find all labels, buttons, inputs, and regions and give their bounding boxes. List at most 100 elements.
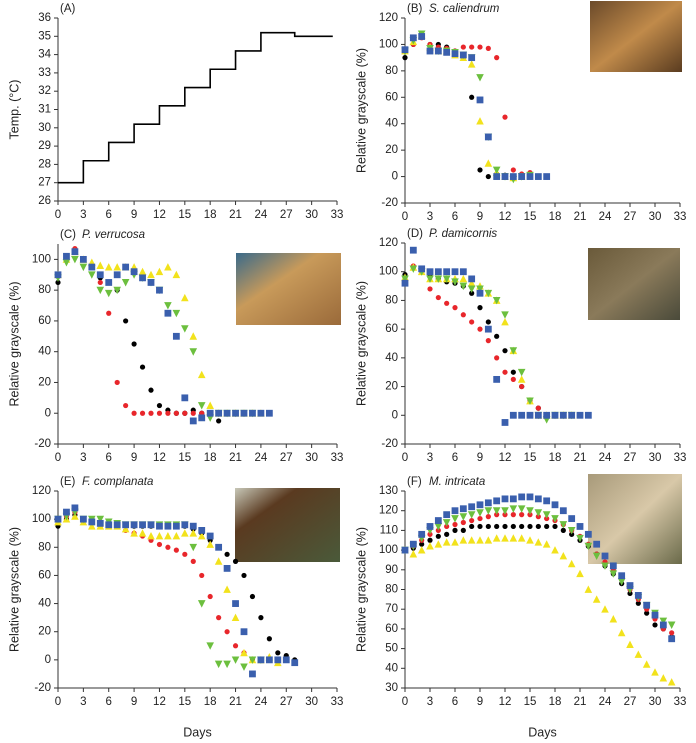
y-tick-label: 80 <box>385 65 398 77</box>
x-tick-label: 24 <box>599 211 612 223</box>
y-tick-label: 31 <box>38 104 51 116</box>
data-point <box>651 611 659 619</box>
data-point <box>122 263 130 271</box>
data-point <box>249 670 256 678</box>
data-point <box>434 523 443 531</box>
x-tick-label: 30 <box>305 452 318 464</box>
x-tick-label: 30 <box>649 211 662 223</box>
x-tick-label: 21 <box>574 696 587 708</box>
y-tick-label: 80 <box>38 541 51 553</box>
x-tick-label: 6 <box>452 211 458 223</box>
y-tick-label: -20 <box>381 197 398 209</box>
y-tick-label: 100 <box>379 544 398 556</box>
y-tick-label: 40 <box>385 352 398 364</box>
x-tick-label: 12 <box>153 452 166 464</box>
temperature-line <box>58 31 333 184</box>
data-point <box>617 578 626 586</box>
x-tick-label: 6 <box>452 452 458 464</box>
data-point <box>104 263 113 271</box>
x-tick-label: 12 <box>499 452 512 464</box>
y-tick-label: 0 <box>392 409 398 421</box>
data-point <box>492 534 501 542</box>
x-tick-label: 15 <box>524 696 537 708</box>
data-point <box>509 505 518 513</box>
data-point <box>206 409 214 417</box>
data-point <box>517 534 526 542</box>
data-point <box>534 509 543 517</box>
data-point <box>510 523 516 530</box>
data-point <box>451 278 459 286</box>
y-tick-label: 90 <box>385 564 398 576</box>
x-tick-label: 21 <box>574 211 587 223</box>
data-point <box>63 252 70 260</box>
data-point <box>526 397 534 405</box>
data-point <box>266 636 272 642</box>
panel-title: S. caliendrum <box>429 3 500 15</box>
data-point <box>492 297 501 305</box>
data-point <box>96 515 105 524</box>
data-point <box>485 319 491 325</box>
data-point <box>526 507 534 515</box>
data-point <box>265 656 273 664</box>
data-point <box>139 521 146 529</box>
data-point <box>551 411 559 419</box>
data-point <box>502 348 508 354</box>
data-point <box>452 305 458 311</box>
data-point <box>493 173 501 180</box>
data-point <box>206 401 214 409</box>
data-point <box>402 55 408 61</box>
x-tick-label: 18 <box>204 452 217 464</box>
y-tick-label: 60 <box>385 623 398 635</box>
data-point <box>642 660 651 668</box>
data-point <box>652 622 658 628</box>
y-tick-label: 30 <box>385 682 398 694</box>
data-point <box>206 540 214 548</box>
data-point <box>434 275 443 283</box>
data-point <box>232 643 239 649</box>
data-point <box>459 536 468 544</box>
data-point <box>164 263 172 271</box>
data-point <box>493 497 501 505</box>
x-tick-label: 3 <box>80 452 86 464</box>
data-point <box>568 411 576 419</box>
y-tick-label: -20 <box>34 682 51 694</box>
data-point <box>97 279 103 286</box>
data-point <box>131 410 137 416</box>
data-point <box>469 44 475 50</box>
data-point <box>634 650 643 658</box>
x-tick-label: 6 <box>106 452 112 464</box>
data-point <box>502 114 508 120</box>
data-point <box>477 523 483 530</box>
data-point <box>543 411 551 419</box>
data-point <box>435 533 441 539</box>
data-point <box>460 44 466 50</box>
y-tick-label: -20 <box>381 438 398 450</box>
data-point <box>469 319 475 325</box>
x-tick-label: 33 <box>331 696 344 708</box>
data-point <box>240 663 248 671</box>
x-tick-label: 33 <box>674 452 687 464</box>
data-point <box>418 530 426 538</box>
x-tick-label: 24 <box>255 452 268 464</box>
x-tick-label: 27 <box>280 696 293 708</box>
data-point <box>215 543 223 551</box>
data-point <box>215 409 223 417</box>
data-point <box>181 529 189 537</box>
data-point <box>71 255 79 264</box>
data-point <box>476 536 484 544</box>
data-point <box>510 369 516 375</box>
data-point <box>165 544 171 550</box>
data-point <box>232 409 239 417</box>
data-point <box>265 409 273 417</box>
data-point <box>527 523 533 530</box>
x-tick-label: 9 <box>131 209 137 221</box>
data-point <box>477 326 483 332</box>
data-point <box>189 529 198 537</box>
coral-photo <box>236 253 341 325</box>
panel-label: (D) <box>407 228 423 240</box>
y-tick-label: 34 <box>38 49 51 61</box>
data-point <box>401 279 409 287</box>
data-point <box>249 593 256 600</box>
data-point <box>485 45 491 51</box>
y-tick-label: 35 <box>38 30 51 42</box>
